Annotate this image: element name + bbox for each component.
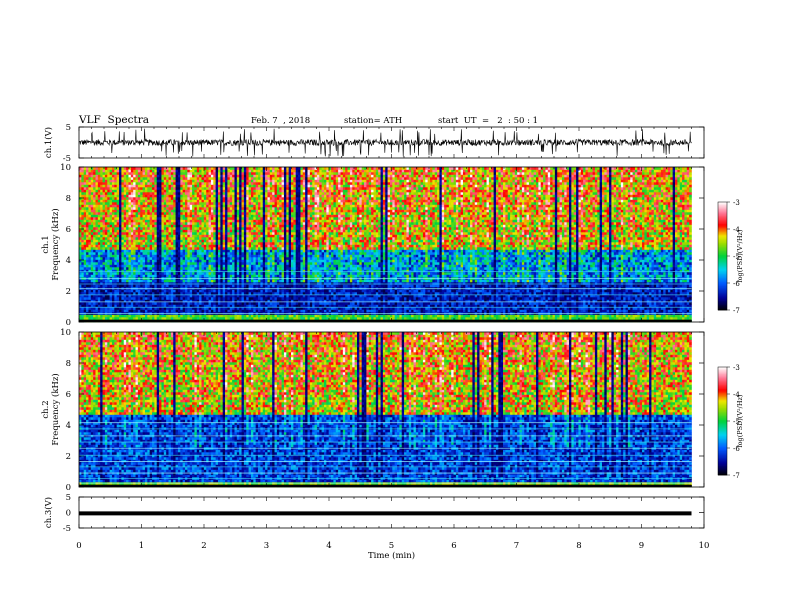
x-tick-label: 0 xyxy=(76,541,81,551)
ch3-waveform-ytick-label: -5 xyxy=(63,524,71,534)
x-tick-label: 1 xyxy=(139,541,144,551)
ch2-spectrogram-colorbar-tick: -3 xyxy=(733,364,740,372)
ch1-spectrogram-ytick-label: 6 xyxy=(66,225,71,235)
x-tick-label: 5 xyxy=(389,541,394,551)
x-tick-label: 4 xyxy=(326,541,331,551)
ch1-spectrogram-ytick-label: 8 xyxy=(66,194,71,204)
x-axis-label: Time (min) xyxy=(368,550,415,561)
x-tick-label: 2 xyxy=(201,541,206,551)
ch1-spectrogram-heatmap xyxy=(79,167,692,322)
ch2-spectrogram-ytick-label: 8 xyxy=(66,359,71,369)
ch1-spectrogram-ytick-label: 4 xyxy=(66,256,71,266)
ch2-spectrogram-ylabel-channel: ch.2 xyxy=(41,400,51,418)
ch1-spectrogram-ylabel-frequency: Frequency (kHz) xyxy=(50,208,61,280)
ch2-spectrogram-colorbar-label: log(PSD)(V²/Hz) xyxy=(736,394,744,447)
ch1-waveform-ylabel: ch.1(V) xyxy=(43,127,54,158)
ch3-waveform-ytick-label: 0 xyxy=(66,509,71,519)
x-tick-label: 7 xyxy=(514,541,519,551)
ch2-spectrogram-ylabel-frequency: Frequency (kHz) xyxy=(50,373,61,445)
ch1-waveform-line xyxy=(79,129,692,157)
x-tick-label: 6 xyxy=(451,541,456,551)
ch1-spectrogram-ytick-label: 2 xyxy=(66,287,71,297)
ch1-spectrogram-colorbar-tick: -3 xyxy=(733,199,740,207)
ch3-waveform-ytick-label: 5 xyxy=(66,493,71,503)
x-tick-label: 10 xyxy=(699,541,710,551)
ch1-waveform-ytick-label: 5 xyxy=(66,123,71,133)
ch2-spectrogram-ytick-label: 10 xyxy=(60,328,71,338)
ch3-waveform-ylabel: ch.3(V) xyxy=(43,497,54,528)
ch2-spectrogram-ytick-label: 6 xyxy=(66,390,71,400)
ch2-spectrogram-colorbar-tick: -7 xyxy=(733,472,740,480)
x-tick-label: 3 xyxy=(264,541,269,551)
ch2-spectrogram-heatmap xyxy=(79,332,692,487)
ch1-spectrogram-ytick-label: 0 xyxy=(66,318,71,328)
x-tick-label: 9 xyxy=(639,541,644,551)
ch1-spectrogram-ytick-label: 10 xyxy=(60,163,71,173)
ch2-spectrogram-ytick-label: 0 xyxy=(66,483,71,493)
x-tick-label: 8 xyxy=(576,541,581,551)
ch2-spectrogram-ytick-label: 2 xyxy=(66,452,71,462)
ch1-spectrogram-colorbar-tick: -7 xyxy=(733,307,740,315)
ch2-spectrogram-ytick-label: 4 xyxy=(66,421,71,431)
ch1-spectrogram-ylabel-channel: ch.1 xyxy=(41,235,51,253)
ch1-spectrogram-colorbar-label: log(PSD)(V²/Hz) xyxy=(736,229,744,282)
